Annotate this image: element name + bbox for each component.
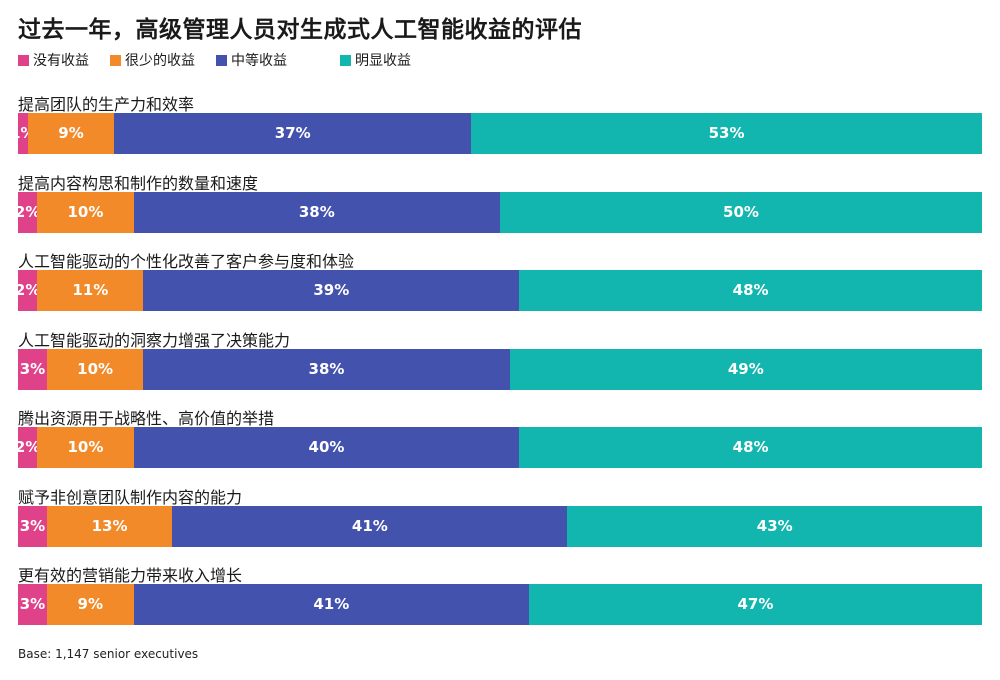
bar-row: 3% 9% 41% 47% — [18, 584, 982, 625]
data-label: 37% — [274, 124, 311, 142]
bar-segment — [37, 191, 134, 233]
bar-segment — [133, 191, 500, 233]
data-label: 49% — [727, 359, 764, 378]
data-label: 3% — [19, 359, 46, 378]
category-label: 赋予非创意团队制作内容的能力 — [18, 487, 243, 507]
category-label: 更有效的营销能力带来收入增长 — [18, 566, 243, 585]
bar-segment — [519, 427, 982, 468]
bar-row: 2% 11% 39% 48% — [14, 270, 982, 311]
bar-segment — [500, 191, 982, 233]
bar-segment — [18, 584, 47, 625]
legend-label: 很少的收益 — [125, 53, 195, 69]
bar-segment — [46, 505, 173, 547]
legend-item-1: 很少的收益 — [110, 50, 195, 70]
data-label: 13% — [91, 516, 128, 535]
source-note: Base: 1,147 senior executives — [18, 647, 199, 661]
legend-label: 明显收益 — [355, 53, 411, 69]
bar-segment — [567, 505, 982, 547]
bar-segment — [471, 113, 982, 154]
data-label: 9% — [77, 595, 104, 613]
bar-segment — [519, 270, 982, 311]
data-label: 53% — [708, 124, 745, 142]
bar-segment — [114, 113, 472, 154]
bar-segment — [133, 584, 529, 625]
data-label: 10% — [77, 359, 114, 378]
legend-item-3: 明显收益 — [340, 50, 411, 70]
data-label: 40% — [308, 438, 345, 456]
bar-segment — [27, 113, 115, 154]
category-label: 提高团队的生产力和效率 — [18, 95, 195, 114]
bar-segment — [46, 584, 134, 625]
category-label: 提高内容构思和制作的数量和速度 — [18, 173, 259, 193]
data-label: 41% — [351, 516, 388, 535]
data-label: 2% — [14, 202, 41, 221]
data-label: 2% — [14, 438, 41, 456]
legend-swatch — [18, 54, 29, 66]
data-label: 48% — [732, 438, 769, 456]
category-label: 人工智能驱动的个性化改善了客户参与度和体验 — [18, 252, 355, 271]
chart-title: 过去一年，高级管理人员对生成式人工智能收益的评估 — [18, 17, 582, 43]
legend-label: 没有收益 — [33, 53, 89, 69]
data-label: 41% — [313, 595, 350, 613]
data-label: 38% — [308, 359, 345, 378]
bar-segment — [133, 427, 520, 468]
bar-segment — [18, 505, 47, 547]
bar-segment — [509, 348, 982, 390]
bar-segment — [18, 348, 47, 390]
data-label: 3% — [19, 516, 46, 535]
bar-segment — [37, 270, 144, 311]
legend-swatch — [340, 54, 351, 66]
bar-segment — [18, 270, 38, 311]
data-label: 10% — [67, 438, 104, 456]
legend-label: 中等收益 — [231, 53, 287, 69]
bar-segment — [143, 270, 520, 311]
data-label: 11% — [72, 281, 109, 299]
data-label: 9% — [58, 124, 84, 142]
bar-segment — [37, 427, 134, 468]
data-label: 10% — [67, 202, 104, 221]
data-label: 50% — [723, 202, 759, 221]
data-label: 39% — [313, 281, 350, 299]
legend-swatch — [110, 54, 121, 66]
category-label: 人工智能驱动的洞察力增强了决策能力 — [18, 330, 291, 350]
data-label: 2% — [14, 281, 41, 299]
legend-item-0: 没有收益 — [18, 50, 89, 70]
bar-row: 2% 10% 40% 48% — [14, 427, 982, 468]
legend-item-2: 中等收益 — [216, 50, 287, 70]
legend-swatch — [216, 54, 227, 66]
bar-row: 3% 10% 38% 49% — [18, 348, 982, 390]
bar-segment — [172, 505, 568, 547]
data-label: 3% — [19, 595, 46, 613]
category-label: 腾出资源用于战略性、高价值的举措 — [18, 409, 275, 428]
bar-segment — [528, 584, 982, 625]
bar-row: 1% 9% 37% 53% — [10, 113, 982, 154]
bar-segment — [18, 427, 38, 468]
bar-row: 3% 13% 41% 43% — [18, 505, 982, 547]
data-label: 48% — [732, 281, 769, 299]
legend: 没有收益 很少的收益 中等收益 明显收益 — [18, 50, 978, 70]
bar-segment — [46, 348, 144, 390]
bar-segment — [18, 113, 28, 154]
bar-segment — [143, 348, 510, 390]
bar-row: 2% 10% 38% 50% — [14, 191, 982, 233]
data-label: 43% — [756, 516, 793, 535]
bar-segment — [18, 191, 38, 233]
data-label: 38% — [298, 202, 335, 221]
data-label: 47% — [737, 595, 774, 613]
